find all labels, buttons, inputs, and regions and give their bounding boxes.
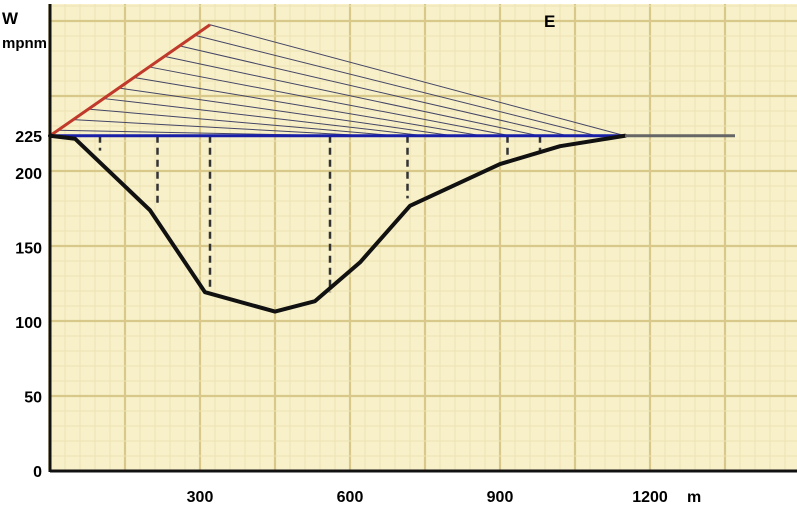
x-tick-label: 300 [187,489,214,506]
hatch-line [133,76,482,137]
hatch-line [73,119,367,137]
y-tick-label: 50 [24,390,42,407]
hatch-line [103,98,424,137]
x-tick-label: 900 [487,489,514,506]
hatch-line [164,55,539,137]
hatch-line [88,108,396,137]
y-tick-label: 225 [15,129,42,146]
hatch-line [149,66,511,137]
x-tick-label: 600 [337,489,364,506]
y-unit-label: mpnm [2,35,47,52]
hatch-line [209,24,626,137]
x-unit-label: m [687,489,701,506]
y-tick-labels: 0 50 100 150 200 225 [15,129,42,481]
west-label: W [2,9,19,28]
hatch-lines [57,24,626,137]
east-label: E [544,12,555,31]
y-tick-label: 100 [15,315,42,332]
graph-paper [48,4,797,470]
y-tick-label: 200 [15,166,42,183]
red-construction-line [49,23,211,137]
hatch-line [179,45,568,137]
y-tick-label: 150 [15,241,42,258]
hatch-line [118,87,453,137]
hatch-line [194,34,597,137]
x-tick-label: 1200 [632,489,668,506]
valley-profile-curve [48,133,627,314]
dashed-drops [98,135,542,293]
x-tick-labels: 300 600 900 1200 [187,489,668,506]
y-tick-label: 0 [33,464,42,481]
